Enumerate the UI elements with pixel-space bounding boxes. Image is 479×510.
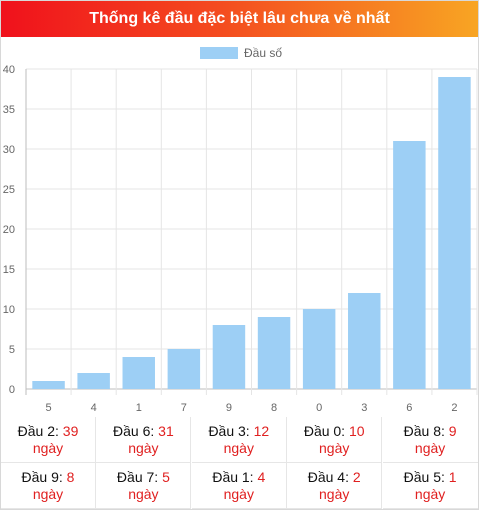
stat-count: 8 [66, 469, 75, 485]
y-tick-label: 10 [3, 304, 15, 316]
x-tick-label: 8 [271, 402, 277, 414]
stat-unit: ngày [223, 486, 254, 502]
x-tick-label: 0 [316, 402, 322, 414]
y-tick-label: 35 [3, 104, 15, 116]
stat-count: 31 [158, 423, 174, 439]
stat-cell: Đầu 5: 1 ngày [382, 463, 478, 509]
x-axis-ticks: 5 4 1 7 9 8 0 3 6 2 [45, 402, 457, 414]
stat-unit: ngày [414, 486, 446, 502]
y-tick-label: 5 [9, 344, 15, 356]
bar-6 [393, 141, 426, 389]
stat-label: Đầu 8: [403, 423, 449, 439]
stat-count: 12 [253, 423, 270, 439]
y-tick-label: 15 [3, 264, 15, 276]
stat-count: 39 [62, 423, 79, 439]
stat-count: 4 [257, 469, 266, 485]
bar-0 [302, 309, 336, 389]
stat-unit: ngày [32, 486, 64, 502]
x-tick-label: 6 [406, 402, 412, 414]
stat-unit: ngày [32, 440, 64, 456]
stats-grid: Đầu 2: 39 ngày Đầu 6: 31 ngày Đầu 3: 12 ngày Đ… [1, 417, 478, 509]
stat-count: 5 [162, 469, 170, 485]
y-tick-label: 25 [3, 184, 15, 196]
x-tick-label: 9 [226, 402, 232, 414]
stat-count: 2 [352, 469, 361, 485]
bar-9 [212, 325, 246, 389]
stat-count: 10 [348, 423, 365, 439]
bar-7 [167, 349, 201, 389]
bar-4 [77, 373, 110, 389]
y-tick-label: 30 [3, 144, 15, 156]
stat-label: Đầu 0: [303, 423, 349, 439]
stat-cell: Đầu 7: 5 ngày [96, 463, 192, 509]
x-tick-label: 2 [451, 402, 457, 414]
stat-cell: Đầu 0: 10 ngày [287, 417, 383, 463]
y-axis-ticks: 0 5 10 15 20 25 30 35 40 [3, 64, 15, 396]
stat-cell: Đầu 9: 8 ngày [1, 463, 96, 509]
bar-chart: Đầu số 0 5 10 15 20 25 30 35 40 5 4 1 7 9 8 0 3 6 2 [3, 46, 478, 414]
x-tick-label: 7 [181, 402, 187, 414]
y-tick-label: 20 [3, 224, 15, 236]
stat-label: Đầu 2: [17, 423, 63, 439]
stat-unit: ngày [128, 486, 159, 502]
x-tick-label: 3 [361, 402, 367, 414]
bar-3 [348, 293, 381, 389]
stat-label: Đầu 3: [208, 423, 254, 439]
stat-unit: ngày [223, 440, 254, 456]
x-tick-label: 1 [136, 402, 142, 414]
stat-cell: Đầu 2: 39 ngày [1, 417, 96, 463]
chart-legend: Đầu số [200, 46, 282, 60]
legend-label: Đầu số [244, 46, 282, 60]
x-tick-label: 4 [91, 402, 97, 414]
page-title: Thống kê đầu đặc biệt lâu chưa về nhất [1, 1, 478, 37]
stat-label: Đầu 7: [116, 469, 163, 485]
x-tick-label: 5 [45, 402, 51, 414]
y-tick-label: 40 [3, 64, 15, 76]
bar-5 [32, 381, 65, 389]
stat-unit: ngày [319, 440, 350, 456]
stat-unit: ngày [319, 486, 350, 502]
stat-label: Đầu 9: [21, 469, 67, 485]
bar-8 [257, 317, 291, 389]
y-tick-label: 0 [9, 384, 15, 396]
stat-count: 9 [448, 423, 457, 439]
bar-1 [122, 357, 155, 389]
chart-bars [32, 77, 471, 389]
stat-label: Đầu 1: [212, 469, 258, 485]
stat-count: 1 [448, 469, 457, 485]
stat-cell: Đầu 1: 4 ngày [191, 463, 287, 509]
legend-swatch [200, 47, 238, 59]
bar-2 [438, 77, 471, 389]
stat-label: Đầu 6: [113, 423, 159, 439]
stat-cell: Đầu 4: 2 ngày [287, 463, 383, 509]
stat-cell: Đầu 8: 9 ngày [382, 417, 478, 463]
stat-unit: ngày [414, 440, 446, 456]
chart-grid [25, 68, 478, 395]
stat-unit: ngày [128, 440, 159, 456]
stat-cell: Đầu 3: 12 ngày [191, 417, 287, 463]
stat-label: Đầu 5: [403, 469, 449, 485]
stat-label: Đầu 4: [307, 469, 353, 485]
stat-cell: Đầu 6: 31 ngày [96, 417, 192, 463]
